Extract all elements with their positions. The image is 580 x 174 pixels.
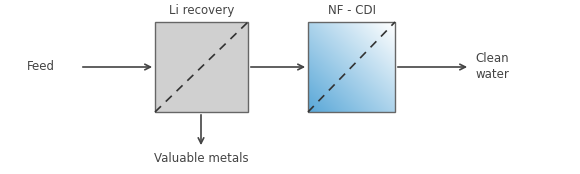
Bar: [155, 22, 248, 112]
Bar: [308, 22, 395, 112]
Text: Li recovery: Li recovery: [169, 4, 234, 17]
Text: Clean
water: Clean water: [475, 53, 509, 81]
Text: NF - CDI: NF - CDI: [328, 4, 375, 17]
Text: Valuable metals: Valuable metals: [154, 152, 248, 165]
Text: Feed: Feed: [27, 61, 55, 73]
